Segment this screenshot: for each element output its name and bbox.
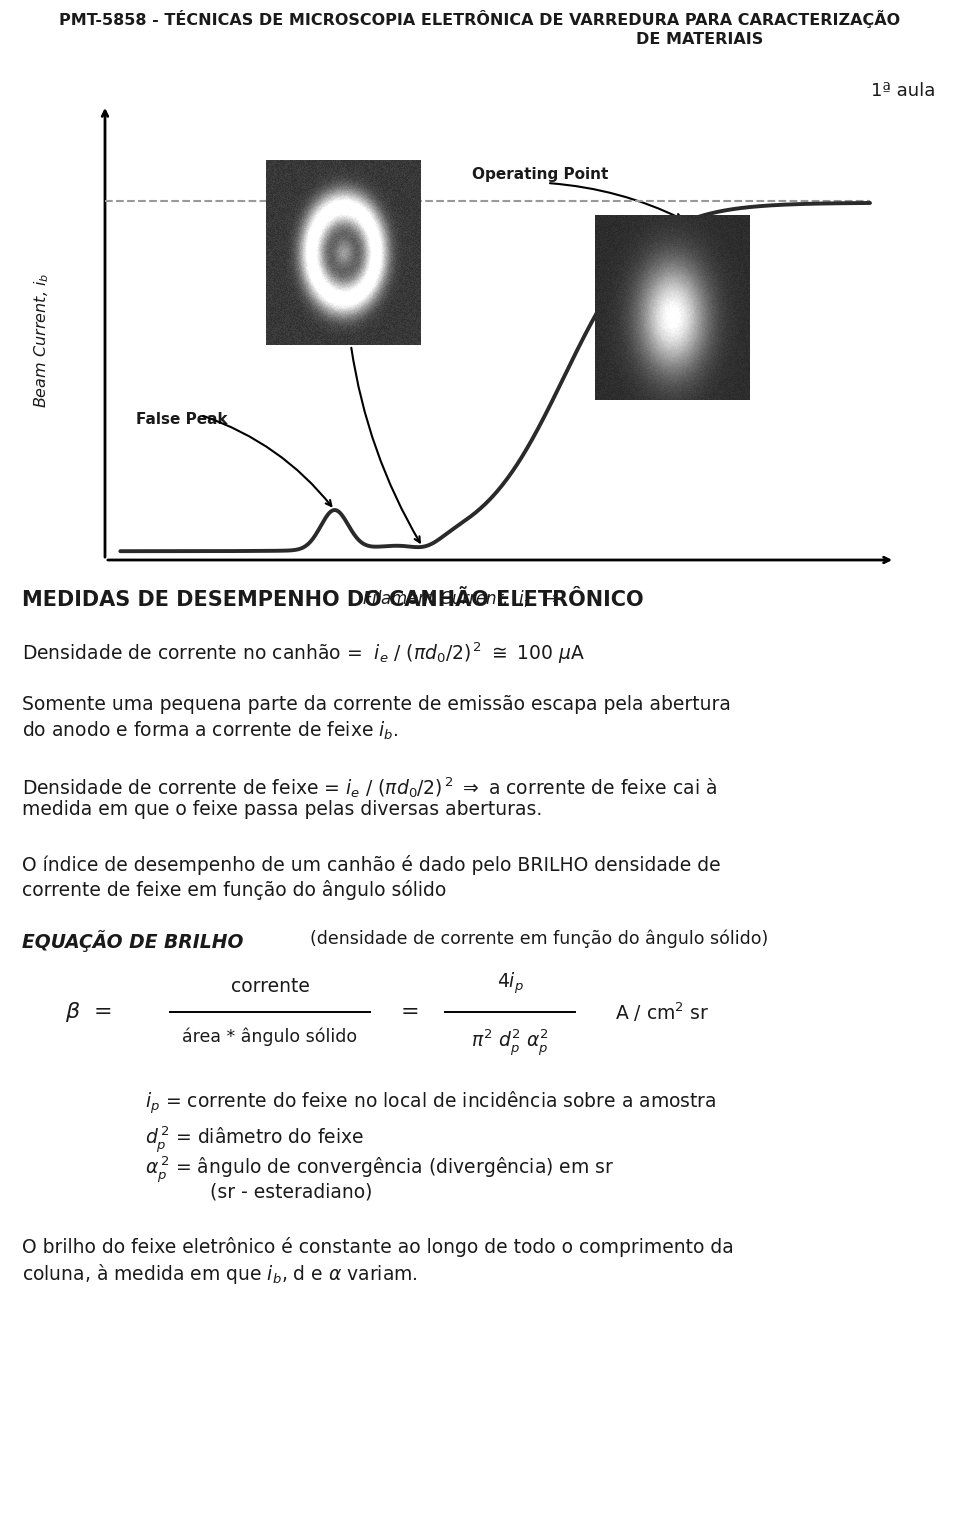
Text: corrente de feixe em função do ângulo sólido: corrente de feixe em função do ângulo só… — [22, 880, 446, 900]
Text: (densidade de corrente em função do ângulo sólido): (densidade de corrente em função do ângu… — [310, 929, 768, 949]
Text: Densidade de corrente de feixe = $i_e$ / $(\pi d_0/2)^{\,2}$ $\Rightarrow$ a cor: Densidade de corrente de feixe = $i_e$ /… — [22, 775, 717, 799]
Text: $4i_p$: $4i_p$ — [496, 971, 523, 997]
Text: O brilho do feixe eletrônico é constante ao longo de todo o comprimento da: O brilho do feixe eletrônico é constante… — [22, 1237, 733, 1257]
Text: $d_p^{\,2}$ = diâmetro do feixe: $d_p^{\,2}$ = diâmetro do feixe — [145, 1125, 364, 1156]
Text: Densidade de corrente no canhão =  $i_e$ / $(\pi d_0/2)^{\,2}$ $\cong$ 100 $\mu$: Densidade de corrente no canhão = $i_e$ … — [22, 640, 585, 666]
Text: corrente: corrente — [230, 977, 309, 997]
Text: Somente uma pequena parte da corrente de emissão escapa pela abertura: Somente uma pequena parte da corrente de… — [22, 695, 731, 713]
Text: $\beta$  =: $\beta$ = — [65, 1000, 111, 1024]
Text: False Peak: False Peak — [135, 412, 228, 427]
Text: coluna, à medida em que $i_b$, d e $\alpha$ variam.: coluna, à medida em que $i_b$, d e $\alp… — [22, 1262, 418, 1286]
Text: Beam Current, $i_b$: Beam Current, $i_b$ — [33, 273, 51, 407]
Text: Operating Point: Operating Point — [472, 167, 609, 182]
Text: O índice de desempenho de um canhão é dado pelo BRILHO densidade de: O índice de desempenho de um canhão é da… — [22, 854, 721, 876]
Text: DE MATERIAIS: DE MATERIAIS — [636, 32, 763, 47]
Text: A / cm$^2$ sr: A / cm$^2$ sr — [615, 1000, 709, 1024]
Text: $i_p$ = corrente do feixe no local de incidência sobre a amostra: $i_p$ = corrente do feixe no local de in… — [145, 1090, 716, 1116]
Text: medida em que o feixe passa pelas diversas aberturas.: medida em que o feixe passa pelas divers… — [22, 801, 542, 819]
Text: PMT-5858 - TÉCNICAS DE MICROSCOPIA ELETRÔNICA DE VARREDURA PARA CARACTERIZAÇÃO: PMT-5858 - TÉCNICAS DE MICROSCOPIA ELETR… — [60, 11, 900, 28]
Text: do anodo e forma a corrente de feixe $i_b$.: do anodo e forma a corrente de feixe $i_… — [22, 720, 398, 743]
Text: =: = — [400, 1001, 420, 1023]
Text: 1ª aula: 1ª aula — [871, 83, 935, 100]
Text: MEDIDAS DE DESEMPENHO DO CANHÃO ELETRÔNICO: MEDIDAS DE DESEMPENHO DO CANHÃO ELETRÔNI… — [22, 589, 643, 609]
Text: área * ângulo sólido: área * ângulo sólido — [182, 1027, 357, 1047]
Text: Filament Current,  $i_f$   →: Filament Current, $i_f$ → — [362, 588, 559, 609]
Text: $\pi^2\ d_p^2\ \alpha_p^2$: $\pi^2\ d_p^2\ \alpha_p^2$ — [471, 1027, 549, 1058]
Text: EQUAÇÃO DE BRILHO: EQUAÇÃO DE BRILHO — [22, 929, 244, 952]
Text: $\alpha_p^{\,2}$ = ângulo de convergência (divergência) em sr: $\alpha_p^{\,2}$ = ângulo de convergênci… — [145, 1154, 614, 1185]
Text: (sr - esteradiano): (sr - esteradiano) — [210, 1182, 372, 1200]
